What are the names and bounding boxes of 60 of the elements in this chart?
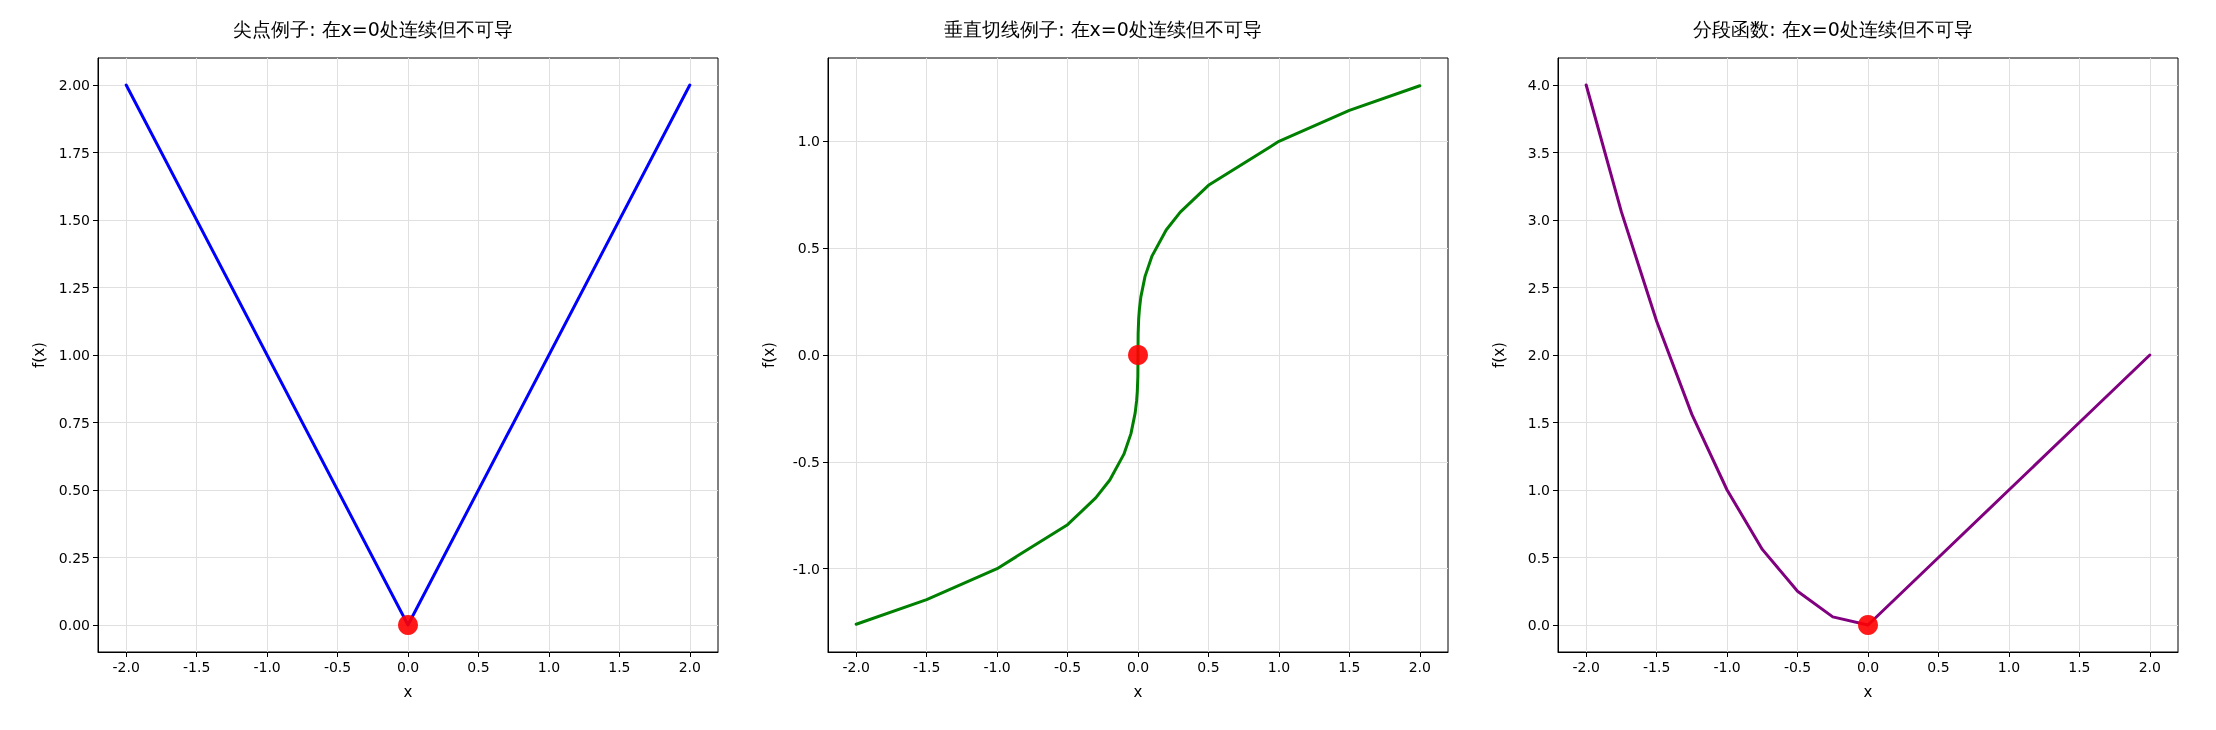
x-tick-label: -1.0	[983, 659, 1011, 675]
y-tick-label: -0.5	[792, 453, 820, 470]
x-tick-label: 1.5	[608, 659, 631, 675]
x-tick-label: 1.5	[1338, 659, 1361, 675]
x-tick-label: -1.0	[253, 659, 281, 675]
x-tick-label: 0.0	[1126, 659, 1150, 675]
x-tick-label: 1.0	[537, 659, 561, 675]
y-tick-label: 1.00	[58, 347, 90, 363]
chart-title: 垂直切线例子: 在x=0处连续但不可导	[944, 17, 1262, 40]
y-tick-label: 0.0	[797, 347, 820, 363]
x-tick-label: -2.0	[1572, 659, 1600, 675]
chart-title: 尖点例子: 在x=0处连续但不可导	[233, 17, 513, 40]
x-tick-label: 2.0	[678, 659, 701, 675]
y-tick-label: 1.75	[58, 144, 90, 161]
x-tick-label: 0.5	[1197, 659, 1220, 675]
x-tick-label: 2.0	[2138, 659, 2161, 675]
y-tick-label: 0.50	[58, 482, 90, 498]
y-tick-label: -1.0	[792, 560, 820, 577]
y-tick-label: 1.0	[1527, 482, 1550, 498]
x-tick-label: 1.0	[1997, 659, 2021, 675]
x-tick-label: 1.5	[2068, 659, 2091, 675]
y-axis-title: f(x)	[29, 342, 48, 368]
y-tick-label: 2.5	[1527, 279, 1550, 296]
y-tick-label: 2.00	[58, 77, 90, 93]
x-axis-title: x	[1863, 682, 1873, 701]
x-tick-label: -1.0	[1713, 659, 1741, 675]
x-tick-label: -1.5	[1642, 659, 1671, 675]
line-series	[854, 84, 1422, 626]
y-tick-label: 4.0	[1527, 77, 1550, 93]
y-axis-title: f(x)	[759, 342, 778, 368]
x-tick-label: 2.0	[1408, 659, 1431, 675]
x-tick-label: -0.5	[323, 659, 352, 675]
x-tick-label: 0.0	[1856, 659, 1880, 675]
x-tick-label: -2.0	[842, 659, 870, 675]
x-axis-title: x	[403, 682, 413, 701]
x-tick-label: -0.5	[1053, 659, 1082, 675]
x-tick-label: -1.5	[182, 659, 211, 675]
y-tick-label: 1.5	[1527, 414, 1550, 431]
y-tick-label: 0.25	[58, 549, 90, 566]
y-tick-label: 2.0	[1527, 347, 1550, 363]
y-tick-label: 0.5	[797, 240, 820, 257]
y-tick-label: 0.0	[1527, 617, 1550, 633]
y-tick-label: 1.0	[797, 133, 820, 150]
x-tick-label: -0.5	[1783, 659, 1812, 675]
y-axis-title: f(x)	[1489, 342, 1508, 368]
y-tick-label: 0.00	[58, 617, 90, 633]
y-tick-label: 1.25	[58, 279, 90, 296]
chart-title: 分段函数: 在x=0处连续但不可导	[1693, 17, 1973, 40]
y-tick-label: 3.5	[1527, 144, 1550, 161]
y-tick-label: 0.5	[1527, 549, 1550, 566]
x-tick-label: 0.5	[467, 659, 490, 675]
y-tick-label: 0.75	[58, 414, 90, 431]
x-axis-title: x	[1133, 682, 1143, 701]
x-tick-label: -2.0	[112, 659, 140, 675]
y-tick-label: 3.0	[1527, 212, 1550, 228]
x-tick-label: 0.0	[396, 659, 420, 675]
x-tick-label: 1.0	[1267, 659, 1291, 675]
x-tick-label: 0.5	[1927, 659, 1950, 675]
y-tick-label: 1.50	[58, 212, 90, 228]
x-tick-label: -1.5	[912, 659, 941, 675]
